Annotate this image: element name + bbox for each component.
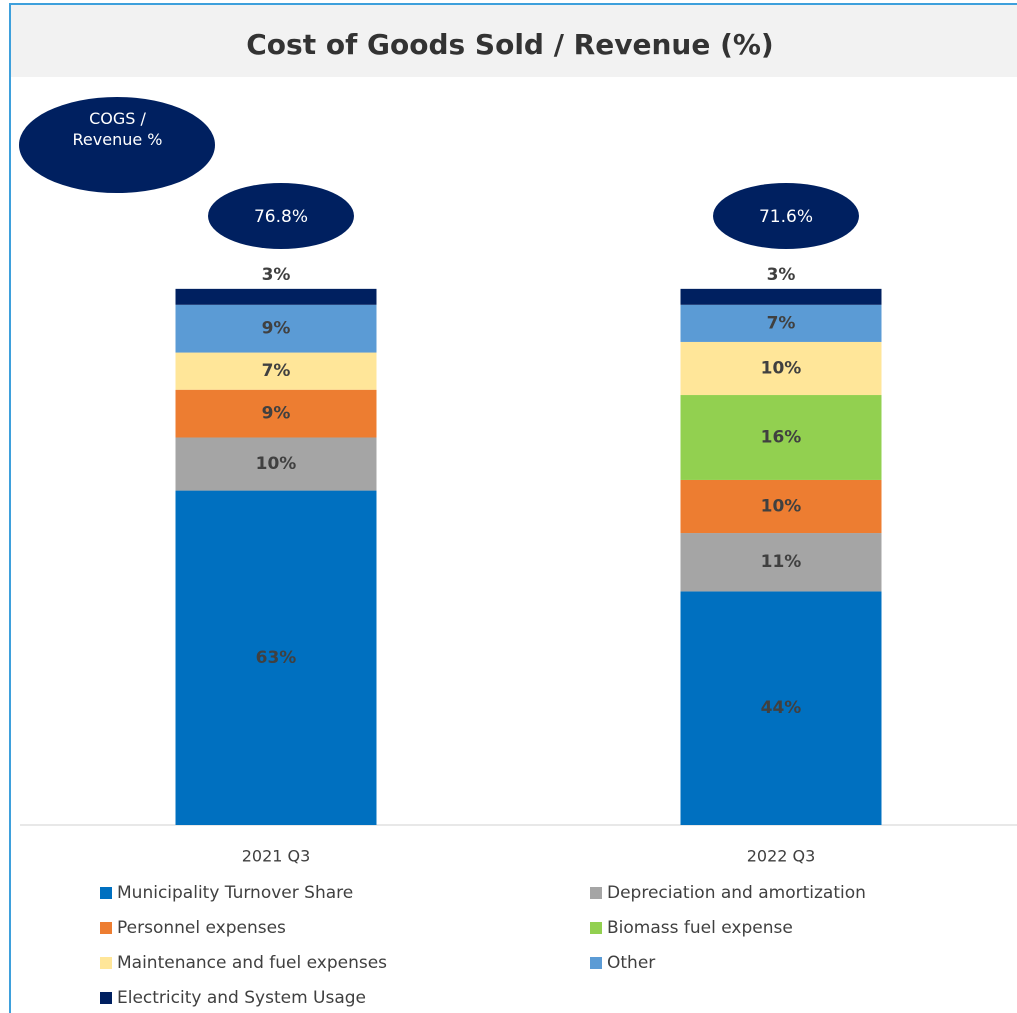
legend-swatch [100,922,112,934]
bar-segment [680,288,882,305]
legend-swatch [100,992,112,1004]
data-label: 63% [256,648,297,668]
bar-segment [175,288,377,305]
chart-title: Cost of Goods Sold / Revenue (%) [246,28,773,61]
total-label: 76.8% [254,207,308,227]
legend-label: Municipality Turnover Share [117,883,353,903]
bar-segment [680,533,882,592]
data-label: 3% [262,265,291,285]
data-label: 44% [761,698,802,718]
data-label: 11% [761,552,802,572]
x-tick-label: 2021 Q3 [242,847,311,866]
data-label: 10% [761,497,802,517]
bar-segment [175,352,377,390]
legend-swatch [590,957,602,969]
bar-segment [175,389,377,438]
legend-label: Other [607,953,655,973]
data-label: 7% [767,313,796,333]
legend-label: Electricity and System Usage [117,988,366,1008]
annotation-bubble [19,97,215,193]
data-label: 3% [767,265,796,285]
data-label: 10% [256,454,297,474]
data-label: 7% [262,361,291,381]
bar-segment [680,395,882,480]
annotation: COGS / Revenue % [72,109,163,149]
title-band [11,5,1017,77]
data-label: 9% [262,404,291,424]
bar-segment [175,437,377,491]
legend-label: Maintenance and fuel expenses [117,953,387,973]
data-label: 9% [262,319,291,339]
bar-segment [680,591,882,825]
data-label: 16% [761,427,802,447]
legend-swatch [590,922,602,934]
bar-segment [680,341,882,396]
legend-swatch [100,957,112,969]
data-label: 10% [761,358,802,378]
bar-segment [680,479,882,534]
total-label: 71.6% [759,207,813,227]
legend-swatch [100,887,112,899]
frame [9,3,1017,1013]
legend-swatch [590,887,602,899]
bar-segment [175,304,377,353]
total-bubble [713,183,859,249]
legend-label: Depreciation and amortization [607,883,866,903]
x-tick-label: 2022 Q3 [747,847,816,866]
bar-segment [175,490,377,825]
bar-segment [680,304,882,342]
total-bubble [208,183,354,249]
legend-label: Biomass fuel expense [607,918,793,938]
legend-label: Personnel expenses [117,918,286,938]
